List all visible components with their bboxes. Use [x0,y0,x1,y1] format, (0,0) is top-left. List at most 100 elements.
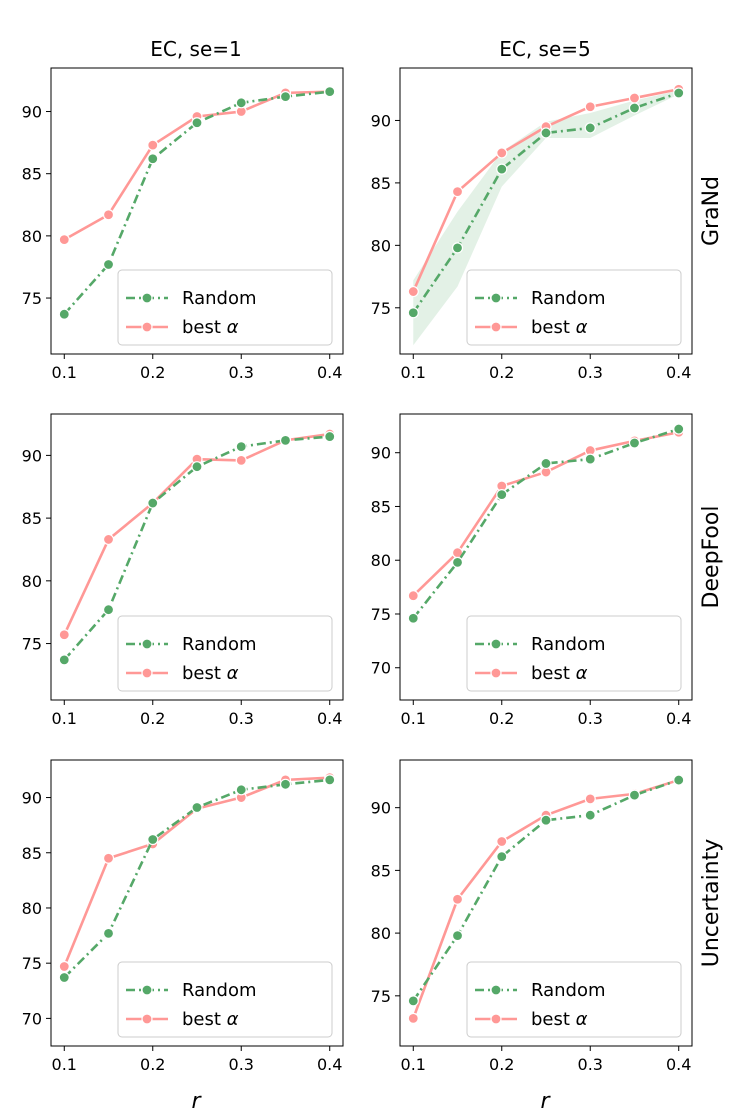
y-tick-label: 75 [22,635,42,654]
legend-random-marker [141,638,153,650]
y-tick-label: 75 [371,299,391,318]
random-point [235,97,247,109]
y-tick-label: 85 [371,174,391,193]
legend: Random best α [466,961,682,1038]
legend-box [117,961,333,1038]
random-point [628,437,641,449]
legend-alpha-symbol: α [227,663,239,684]
legend-random-marker [490,638,502,650]
row-label-uncertainty: Uncertainty [699,839,724,968]
legend-alpha-symbol: α [227,1009,239,1030]
random-point [191,801,203,814]
legend-box [466,269,682,346]
axes-frame [399,413,693,701]
x-tick-label: 0.2 [140,1055,165,1074]
legend-alpha-symbol: α [576,1009,588,1030]
row-label-deepfool: DeepFool [699,506,724,609]
y-tick-label: 90 [22,789,42,808]
x-tick-label: 0.3 [229,709,254,728]
y-tick-label: 80 [22,572,42,591]
y-tick-label: 90 [371,444,391,463]
legend-best-label: best α [531,1009,588,1030]
legend-random-label: Random [531,634,606,655]
best-alpha-point [584,101,596,113]
random-point [324,430,336,443]
x-tick-label: 0.2 [489,363,514,382]
legend-best-marker [141,667,153,679]
legend-box [117,269,333,346]
random-point [628,789,641,801]
y-tick-label: 80 [371,924,391,943]
y-tick-label: 70 [371,659,391,678]
panel-3: 0.1 0.2 0.3 0.4 75 80 85 90 Random best α [22,413,344,728]
legend-random-marker [490,292,502,304]
random-point [673,774,685,786]
y-tick-label: 90 [22,103,42,122]
random-point [540,127,552,139]
random-point [58,654,70,666]
best-alpha-point [407,285,419,298]
legend-best-marker [141,321,153,333]
random-point [279,778,292,790]
best-alpha-point [102,209,115,221]
legend-best-marker [490,321,502,333]
random-point [584,809,596,821]
confidence-band [413,90,679,346]
x-tick-label: 0.3 [578,363,603,382]
y-tick-label: 75 [22,954,42,973]
best-alpha-point [451,186,464,198]
axes-frame [50,413,344,701]
panel-5: 0.1 0.2 0.3 0.4 70 75 80 85 90 Random best α [22,759,344,1074]
random-point [279,90,292,103]
y-tick-label: 85 [22,509,42,528]
x-tick-label: 0.2 [140,363,165,382]
row-labels: GraNd DeepFool Uncertainty [699,176,724,967]
random-point [540,457,552,470]
best-alpha-point [407,1012,419,1025]
legend-best-label: best α [182,317,239,338]
y-tick-label: 70 [22,1009,42,1028]
y-tick-label: 90 [371,799,391,818]
x-tick-label: 0.3 [229,1055,254,1074]
y-tick-label: 75 [371,987,391,1006]
x-tick-label: 0.4 [666,1055,691,1074]
random-point [191,117,203,129]
best-alpha-point [451,893,464,905]
random-point [584,453,596,465]
legend-best-label: best α [531,317,588,338]
x-tick-label: 0.3 [229,363,254,382]
legend-best-marker [490,667,502,679]
legend-random-label: Random [182,634,257,655]
best-alpha-point [407,590,419,602]
y-tick-label: 85 [371,497,391,516]
best-alpha-point [102,533,115,546]
random-point [451,242,464,254]
axes-frame [399,759,693,1047]
x-tick-label: 0.3 [578,1055,603,1074]
x-axis-labels: r r [191,1089,551,1114]
best-alpha-point [102,852,115,864]
random-point [496,850,508,863]
y-tick-label: 85 [22,165,42,184]
legend: Random best α [466,615,682,692]
random-point [279,434,292,446]
x-tick-label: 0.4 [317,1055,342,1074]
best-alpha-point [496,147,508,159]
x-tick-label: 0.2 [489,709,514,728]
legend: Random best α [466,269,682,346]
x-tick-label: 0.4 [317,709,342,728]
x-axis-label-left: r [191,1089,202,1114]
legend-alpha-symbol: α [227,317,239,338]
x-tick-label: 0.1 [52,1055,77,1074]
random-point [496,489,508,501]
legend-alpha-symbol: α [576,317,588,338]
random-point [324,774,336,786]
random-point [147,153,159,165]
y-tick-label: 75 [371,605,391,624]
legend-box [117,615,333,692]
legend-random-label: Random [182,288,257,309]
legend-random-marker [490,984,502,996]
random-point [407,307,419,319]
random-point [673,423,685,435]
